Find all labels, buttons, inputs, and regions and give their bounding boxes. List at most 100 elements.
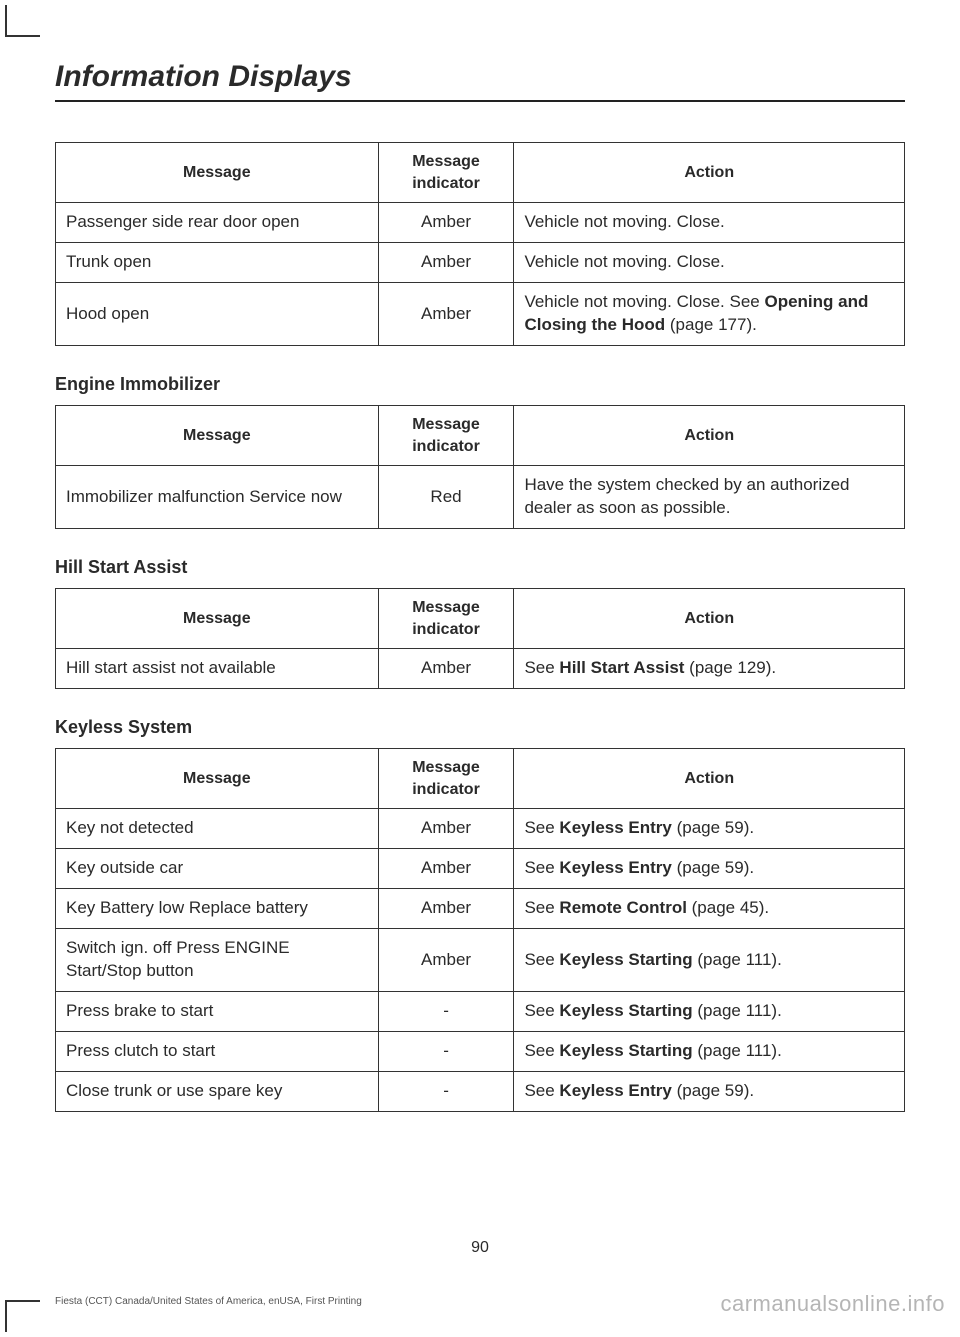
keyless-heading: Keyless System: [55, 717, 905, 738]
cell-action: See Hill Start Assist (page 129).: [514, 649, 905, 689]
page-container: Information Displays Message Message ind…: [0, 0, 960, 1337]
action-post: (page 111).: [693, 950, 782, 969]
cell-message: Key Battery low Replace battery: [56, 889, 379, 929]
header-action: Action: [514, 589, 905, 649]
action-bold-link: Hill Start Assist: [559, 658, 684, 677]
cell-message: Switch ign. off Press ENGINE Start/Stop …: [56, 929, 379, 992]
action-bold-link: Keyless Starting: [559, 950, 692, 969]
action-bold-link: Keyless Entry: [559, 1081, 671, 1100]
header-action: Action: [514, 749, 905, 809]
crop-mark-bl: [5, 1300, 40, 1332]
action-post: (page 59).: [672, 858, 754, 877]
table-row: Press brake to start - See Keyless Start…: [56, 992, 905, 1032]
table-header-row: Message Message indicator Action: [56, 749, 905, 809]
cell-message: Press clutch to start: [56, 1031, 379, 1071]
table-row: Immobilizer malfunction Service now Red …: [56, 466, 905, 529]
action-text: Vehicle not moving. Close.: [524, 252, 724, 271]
cell-message: Key outside car: [56, 849, 379, 889]
cell-action: Vehicle not moving. Close.: [514, 243, 905, 283]
cell-indicator: -: [378, 992, 514, 1032]
header-indicator: Message indicator: [378, 749, 514, 809]
cell-message: Close trunk or use spare key: [56, 1071, 379, 1111]
watermark-text: carmanualsonline.info: [720, 1291, 945, 1317]
header-message: Message: [56, 405, 379, 465]
page-number: 90: [0, 1239, 960, 1257]
crop-mark-tl: [5, 5, 40, 37]
cell-action: See Keyless Entry (page 59).: [514, 809, 905, 849]
action-post: (page 177).: [665, 315, 757, 334]
table-row: Switch ign. off Press ENGINE Start/Stop …: [56, 929, 905, 992]
cell-indicator: Amber: [378, 283, 514, 346]
cell-indicator: -: [378, 1031, 514, 1071]
action-pre: See: [524, 858, 559, 877]
doors-table: Message Message indicator Action Passeng…: [55, 142, 905, 346]
action-post: (page 111).: [693, 1001, 782, 1020]
cell-message: Trunk open: [56, 243, 379, 283]
action-post: (page 45).: [687, 898, 769, 917]
action-pre: See: [524, 1081, 559, 1100]
action-post: (page 59).: [672, 1081, 754, 1100]
action-bold-link: Keyless Starting: [559, 1001, 692, 1020]
cell-action: See Keyless Entry (page 59).: [514, 1071, 905, 1111]
table-row: Trunk open Amber Vehicle not moving. Clo…: [56, 243, 905, 283]
table-header-row: Message Message indicator Action: [56, 143, 905, 203]
engine-immobilizer-heading: Engine Immobilizer: [55, 374, 905, 395]
cell-indicator: Amber: [378, 243, 514, 283]
hill-start-heading: Hill Start Assist: [55, 557, 905, 578]
action-pre: See: [524, 1001, 559, 1020]
title-rule: [55, 100, 905, 102]
table-row: Key not detected Amber See Keyless Entry…: [56, 809, 905, 849]
footer-print-info: Fiesta (CCT) Canada/United States of Ame…: [55, 1296, 362, 1307]
cell-indicator: Amber: [378, 889, 514, 929]
cell-indicator: Amber: [378, 203, 514, 243]
action-post: (page 111).: [693, 1041, 782, 1060]
cell-message: Immobilizer malfunction Service now: [56, 466, 379, 529]
table-row: Hood open Amber Vehicle not moving. Clos…: [56, 283, 905, 346]
action-bold-link: Keyless Entry: [559, 818, 671, 837]
cell-action: Vehicle not moving. Close. See Opening a…: [514, 283, 905, 346]
action-pre: See: [524, 950, 559, 969]
header-indicator: Message indicator: [378, 143, 514, 203]
header-indicator: Message indicator: [378, 589, 514, 649]
action-bold-link: Remote Control: [559, 898, 687, 917]
chapter-title: Information Displays: [55, 60, 905, 94]
immobilizer-table: Message Message indicator Action Immobil…: [55, 405, 905, 529]
cell-action: See Keyless Starting (page 111).: [514, 929, 905, 992]
table-header-row: Message Message indicator Action: [56, 589, 905, 649]
action-pre: See: [524, 898, 559, 917]
action-pre: See: [524, 1041, 559, 1060]
cell-indicator: Amber: [378, 649, 514, 689]
hill-start-table: Message Message indicator Action Hill st…: [55, 588, 905, 689]
header-action: Action: [514, 143, 905, 203]
table-row: Hill start assist not available Amber Se…: [56, 649, 905, 689]
action-bold-link: Keyless Starting: [559, 1041, 692, 1060]
action-text: Vehicle not moving. Close.: [524, 212, 724, 231]
table-row: Close trunk or use spare key - See Keyle…: [56, 1071, 905, 1111]
cell-action: See Remote Control (page 45).: [514, 889, 905, 929]
cell-indicator: -: [378, 1071, 514, 1111]
action-post: (page 59).: [672, 818, 754, 837]
action-pre: See: [524, 658, 559, 677]
keyless-table: Message Message indicator Action Key not…: [55, 748, 905, 1112]
cell-message: Press brake to start: [56, 992, 379, 1032]
table-row: Key outside car Amber See Keyless Entry …: [56, 849, 905, 889]
header-message: Message: [56, 749, 379, 809]
table-row: Key Battery low Replace battery Amber Se…: [56, 889, 905, 929]
cell-indicator: Red: [378, 466, 514, 529]
header-message: Message: [56, 589, 379, 649]
cell-indicator: Amber: [378, 809, 514, 849]
header-message: Message: [56, 143, 379, 203]
cell-message: Hood open: [56, 283, 379, 346]
cell-action: See Keyless Starting (page 111).: [514, 992, 905, 1032]
table-header-row: Message Message indicator Action: [56, 405, 905, 465]
action-text: Have the system checked by an authorized…: [524, 475, 849, 517]
table-row: Press clutch to start - See Keyless Star…: [56, 1031, 905, 1071]
cell-indicator: Amber: [378, 849, 514, 889]
header-action: Action: [514, 405, 905, 465]
action-bold-link: Keyless Entry: [559, 858, 671, 877]
action-post: (page 129).: [684, 658, 776, 677]
cell-action: Have the system checked by an authorized…: [514, 466, 905, 529]
header-indicator: Message indicator: [378, 405, 514, 465]
cell-indicator: Amber: [378, 929, 514, 992]
cell-action: See Keyless Entry (page 59).: [514, 849, 905, 889]
